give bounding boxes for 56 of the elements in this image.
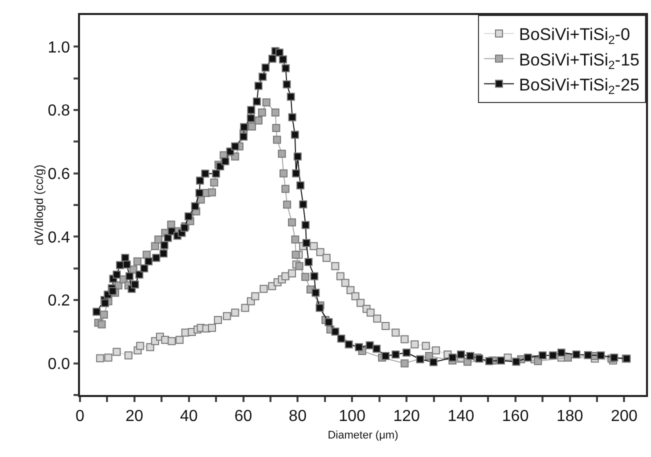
point xyxy=(136,342,144,350)
x-tick-label: 80 xyxy=(288,408,307,425)
point xyxy=(432,346,440,354)
y-tick-label: 0.8 xyxy=(48,102,70,120)
legend-label: BoSiVi+TiSi$_{2}$-25 xyxy=(519,75,640,97)
point xyxy=(331,262,340,270)
x-tick-label: 160 xyxy=(502,408,529,425)
y-tick-label: 0.0 xyxy=(48,356,70,373)
point xyxy=(208,324,216,332)
point xyxy=(214,316,222,324)
x-tick-label: 40 xyxy=(180,408,198,425)
point xyxy=(146,343,154,352)
x-tick-label: 20 xyxy=(126,408,144,425)
y-axis-title: dV/dlogd (cc/g) xyxy=(32,164,46,246)
point xyxy=(392,328,400,337)
point xyxy=(346,286,354,294)
point xyxy=(382,322,390,330)
y-tick-label: 0.2 xyxy=(48,292,70,310)
point xyxy=(168,337,176,346)
x-tick-label: 120 xyxy=(393,408,420,425)
point xyxy=(231,308,240,317)
x-tick-label: 100 xyxy=(338,408,366,425)
y-tick-label: 0.6 xyxy=(48,166,70,183)
x-tick-label: 180 xyxy=(556,408,584,425)
point xyxy=(251,292,260,300)
point xyxy=(176,336,184,344)
point xyxy=(341,278,350,287)
y-tick-label: 0.4 xyxy=(48,229,70,246)
x-tick-label: 0 xyxy=(76,408,85,425)
point xyxy=(96,354,104,362)
legend-label: BoSiVi+TiSi$_{2}$-0 xyxy=(519,25,630,47)
point xyxy=(288,269,296,278)
point xyxy=(124,351,132,360)
point xyxy=(104,354,112,362)
point xyxy=(310,242,318,250)
x-tick-label: 60 xyxy=(234,408,252,425)
x-tick-label: 140 xyxy=(448,408,474,425)
x-axis-title: Diameter (μm) xyxy=(328,430,398,442)
point xyxy=(222,312,231,320)
point xyxy=(260,284,268,293)
point xyxy=(322,254,331,262)
point xyxy=(400,335,409,344)
point xyxy=(422,342,430,350)
point xyxy=(281,272,290,280)
point xyxy=(356,298,365,307)
point xyxy=(241,304,250,312)
point xyxy=(373,314,382,323)
point xyxy=(316,248,324,256)
legend-label: BoSiVi+TiSi$_{2}$-15 xyxy=(519,50,640,72)
point xyxy=(336,272,344,280)
point xyxy=(351,292,360,300)
point xyxy=(366,308,375,317)
point xyxy=(112,348,121,356)
point xyxy=(410,340,419,348)
y-tick-label: 1.0 xyxy=(48,39,70,56)
x-tick-label: 200 xyxy=(610,408,638,425)
